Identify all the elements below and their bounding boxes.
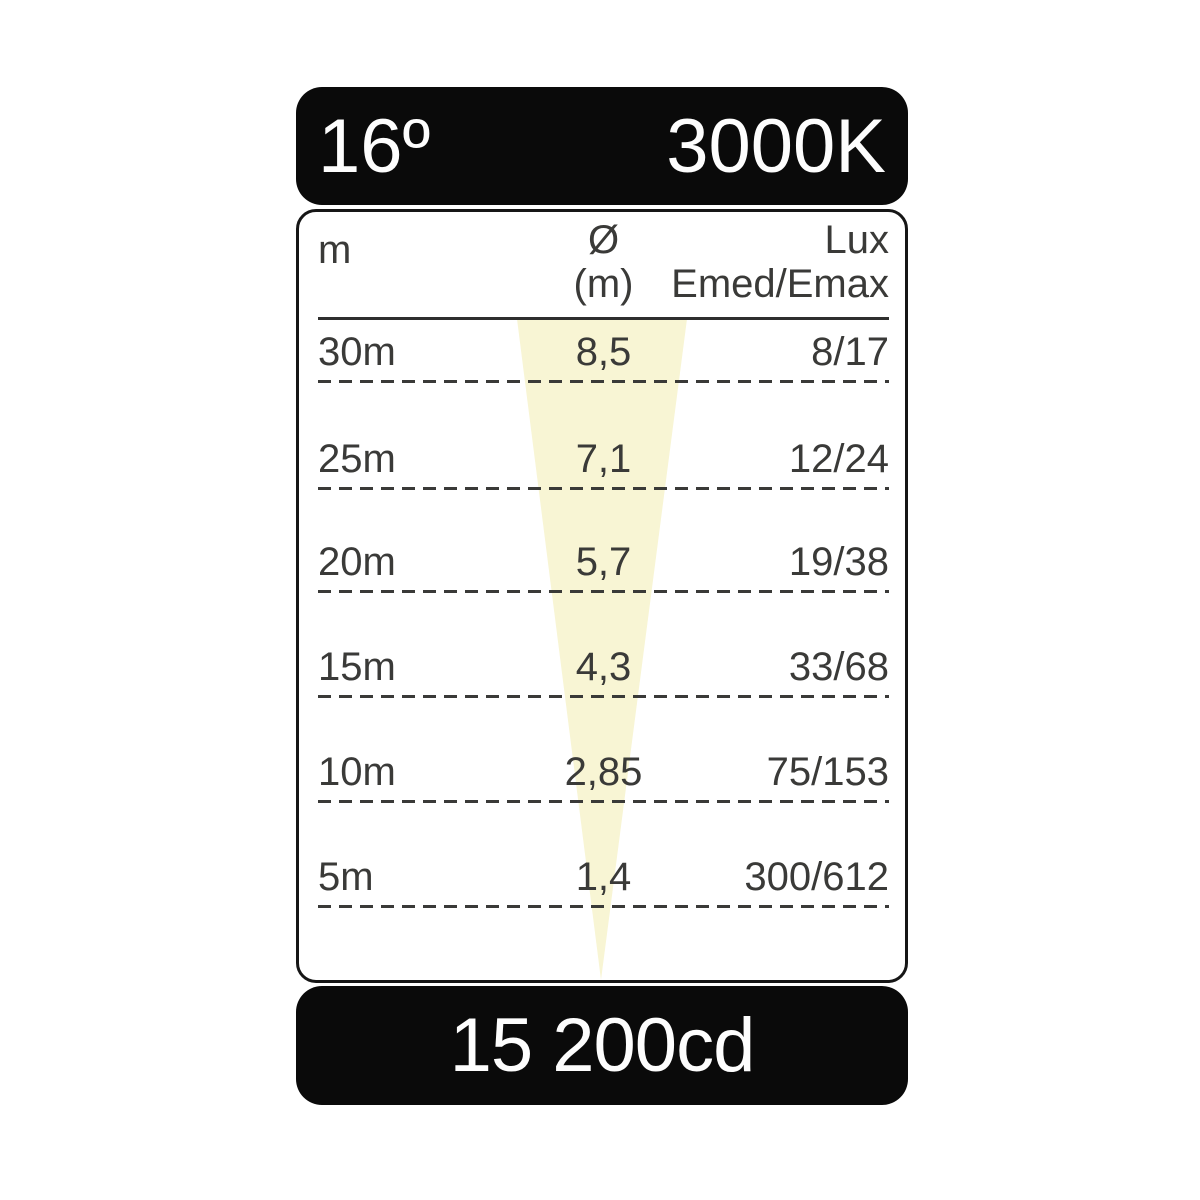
diameter-symbol: Ø [587, 218, 620, 262]
diameter-value: 2,85 [564, 750, 643, 794]
column-header-diameter: Ø (m) [318, 218, 889, 306]
photometric-table: m Ø (m) Lux Emed/Emax 30m 8,5 8/17 [296, 209, 908, 983]
distance-value: 15m [318, 645, 396, 689]
distance-value: 20m [318, 540, 396, 584]
diameter-value: 7,1 [575, 437, 632, 481]
header-divider-line [318, 317, 889, 320]
lux-value: 300/612 [744, 855, 889, 899]
lux-value: 33/68 [788, 645, 889, 689]
lux-value: 12/24 [788, 437, 889, 481]
light-beam-cone [517, 319, 687, 980]
diameter-value: 8,5 [575, 330, 632, 374]
luminous-intensity-label: 15 200cd [449, 1003, 756, 1088]
diameter-value: 1,4 [575, 855, 632, 899]
footer-bar: 15 200cd [296, 986, 908, 1105]
distance-value: 5m [318, 855, 374, 899]
column-header-lux: Lux Emed/Emax [671, 218, 889, 306]
color-temperature-label: 3000K [666, 103, 886, 189]
distance-value: 30m [318, 330, 396, 374]
distance-value: 25m [318, 437, 396, 481]
table-row: 25m 7,1 12/24 [318, 434, 889, 490]
lux-value: 75/153 [766, 750, 889, 794]
table-row: 30m 8,5 8/17 [318, 327, 889, 383]
diameter-unit: (m) [573, 262, 634, 306]
beam-angle-label: 16º [318, 103, 431, 189]
diameter-value: 4,3 [575, 645, 632, 689]
header-bar: 16º 3000K [296, 87, 908, 205]
table-row: 15m 4,3 33/68 [318, 642, 889, 698]
table-content: m Ø (m) Lux Emed/Emax 30m 8,5 8/17 [299, 212, 905, 980]
emed-emax-label: Emed/Emax [671, 262, 889, 306]
distance-value: 10m [318, 750, 396, 794]
lux-label: Lux [824, 218, 890, 262]
table-header-row: m Ø (m) Lux Emed/Emax [318, 212, 889, 317]
column-header-distance: m [318, 228, 352, 272]
table-row: 5m 1,4 300/612 [318, 852, 889, 908]
diameter-value: 5,7 [575, 540, 632, 584]
table-row: 20m 5,7 19/38 [318, 537, 889, 593]
lux-value: 8/17 [811, 330, 889, 374]
lux-value: 19/38 [788, 540, 889, 584]
table-row: 10m 2,85 75/153 [318, 747, 889, 803]
table-rows: 30m 8,5 8/17 25m 7,1 12/24 20m 5,7 19/38… [299, 212, 905, 980]
